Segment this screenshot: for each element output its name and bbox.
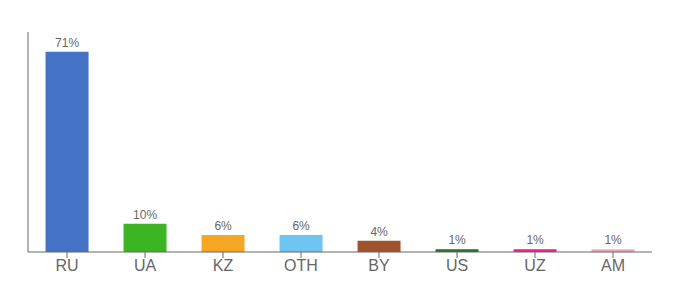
- svg-text:OTH: OTH: [284, 257, 318, 274]
- svg-text:AM: AM: [601, 257, 625, 274]
- svg-text:BY: BY: [368, 257, 390, 274]
- svg-text:RU: RU: [55, 257, 78, 274]
- svg-text:UA: UA: [134, 257, 157, 274]
- svg-text:1%: 1%: [526, 233, 544, 247]
- svg-text:71%: 71%: [55, 36, 79, 50]
- svg-text:1%: 1%: [604, 233, 622, 247]
- svg-text:US: US: [446, 257, 468, 274]
- svg-text:KZ: KZ: [213, 257, 234, 274]
- svg-text:1%: 1%: [448, 233, 466, 247]
- svg-text:6%: 6%: [292, 219, 310, 233]
- svg-text:10%: 10%: [133, 208, 157, 222]
- svg-text:6%: 6%: [214, 219, 232, 233]
- svg-text:UZ: UZ: [524, 257, 546, 274]
- svg-text:4%: 4%: [370, 225, 388, 239]
